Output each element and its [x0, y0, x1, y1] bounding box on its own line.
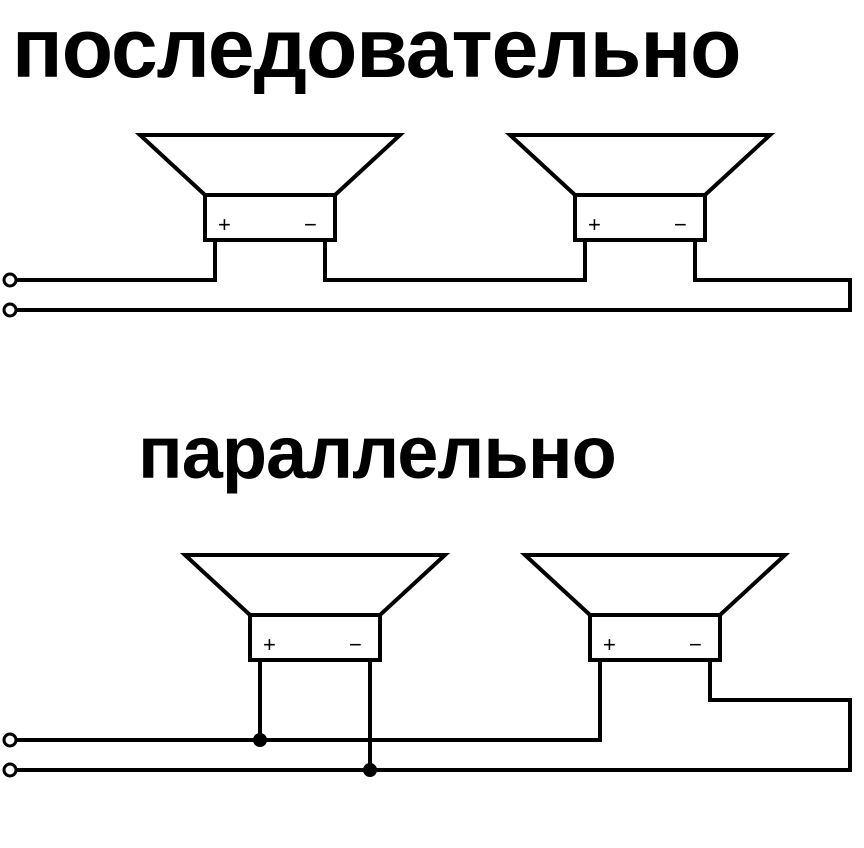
speaker-symbol — [185, 555, 445, 660]
polarity-label: − — [349, 632, 362, 657]
junction-dot — [363, 763, 377, 777]
terminal — [4, 304, 16, 316]
polarity-label: − — [304, 212, 317, 237]
junction-dot — [253, 733, 267, 747]
speaker-symbol — [140, 135, 400, 240]
polarity-label: + — [603, 632, 616, 657]
wire — [16, 660, 370, 770]
wire — [16, 240, 850, 310]
polarity-label: + — [588, 212, 601, 237]
speaker-symbol — [525, 555, 785, 660]
polarity-label: + — [263, 632, 276, 657]
polarity-label: − — [674, 212, 687, 237]
terminal — [4, 764, 16, 776]
wire — [16, 240, 215, 280]
polarity-label: − — [689, 632, 702, 657]
speaker-symbol — [510, 135, 770, 240]
wire — [260, 660, 600, 740]
terminal — [4, 274, 16, 286]
polarity-label: + — [218, 212, 231, 237]
terminal — [4, 734, 16, 746]
wire — [325, 240, 585, 280]
wiring-diagram: + − + − + − + − — [0, 0, 864, 848]
wire — [370, 660, 850, 770]
wire — [16, 660, 260, 740]
